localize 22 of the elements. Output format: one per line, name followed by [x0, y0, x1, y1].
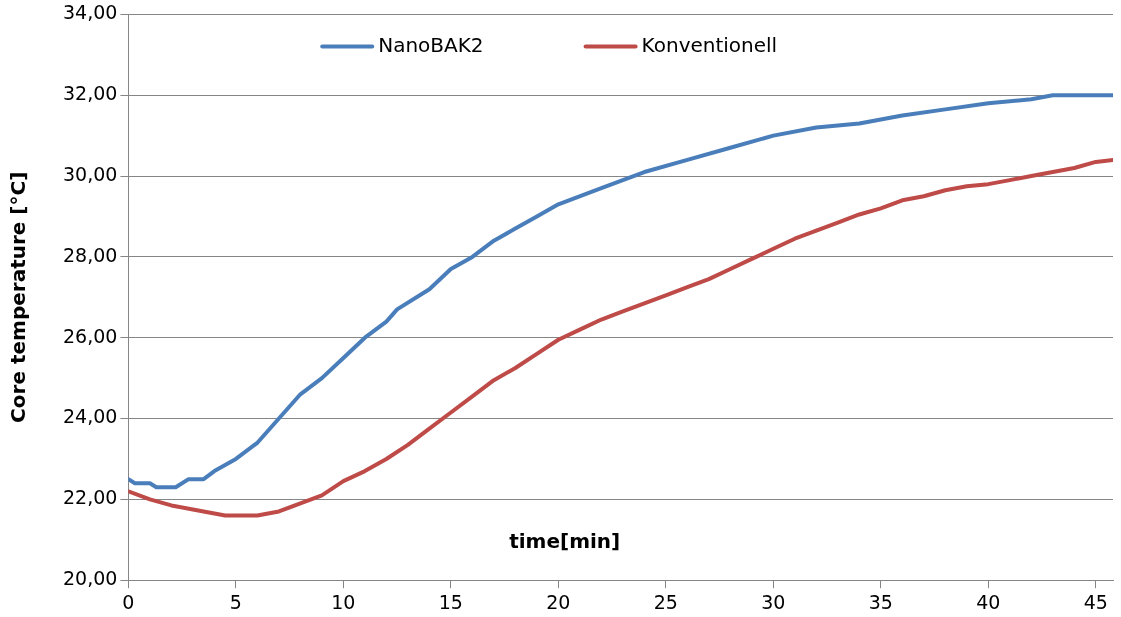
y-tick-label: 30,00 — [62, 162, 118, 185]
y-tick-label: 34,00 — [62, 1, 118, 24]
y-tick-label: 26,00 — [62, 324, 118, 347]
x-tick-label: 5 — [229, 590, 242, 613]
x-tick-label: 20 — [546, 590, 571, 613]
x-tick-label: 30 — [761, 590, 786, 613]
y-tick-label: 28,00 — [62, 243, 118, 266]
legend-label: NanoBAK2 — [378, 32, 484, 57]
y-tick-label: 22,00 — [62, 486, 118, 509]
x-tick-label: 0 — [122, 590, 135, 613]
x-tick-label: 25 — [653, 590, 678, 613]
y-axis-title: Core temperature [°C] — [6, 171, 31, 423]
legend-label: Konventionell — [641, 32, 778, 57]
y-tick-label: 32,00 — [62, 82, 118, 105]
x-tick-label: 45 — [1083, 590, 1108, 613]
x-axis-title: time[min] — [509, 529, 621, 554]
x-tick-label: 40 — [976, 590, 1001, 613]
x-tick-label: 10 — [331, 590, 356, 613]
y-tick-label: 20,00 — [62, 567, 118, 590]
x-tick-label: 15 — [438, 590, 463, 613]
x-tick-label: 35 — [868, 590, 893, 613]
y-tick-label: 24,00 — [62, 405, 118, 428]
